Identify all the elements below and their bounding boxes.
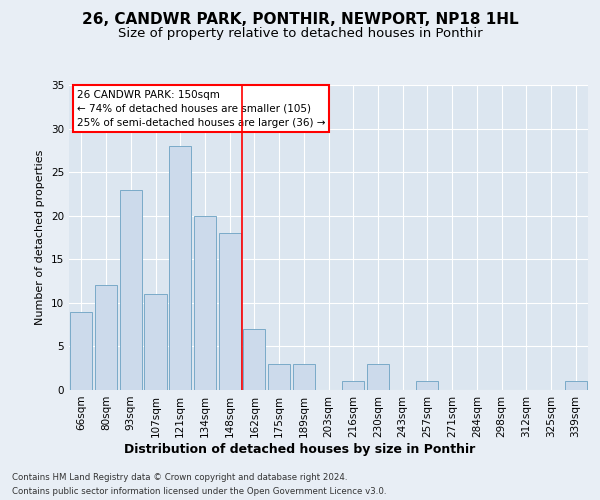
Bar: [268, 364, 290, 390]
Bar: [218, 233, 241, 390]
Bar: [367, 364, 389, 390]
Text: 26 CANDWR PARK: 150sqm
← 74% of detached houses are smaller (105)
25% of semi-de: 26 CANDWR PARK: 150sqm ← 74% of detached…: [77, 90, 325, 128]
Bar: [243, 329, 265, 390]
Bar: [194, 216, 216, 390]
Bar: [70, 312, 92, 390]
Bar: [342, 382, 364, 390]
Text: Contains public sector information licensed under the Open Government Licence v3: Contains public sector information licen…: [12, 488, 386, 496]
Bar: [119, 190, 142, 390]
Bar: [416, 382, 439, 390]
Bar: [293, 364, 315, 390]
Bar: [565, 382, 587, 390]
Bar: [169, 146, 191, 390]
Text: Size of property relative to detached houses in Ponthir: Size of property relative to detached ho…: [118, 28, 482, 40]
Text: Contains HM Land Registry data © Crown copyright and database right 2024.: Contains HM Land Registry data © Crown c…: [12, 472, 347, 482]
Text: Distribution of detached houses by size in Ponthir: Distribution of detached houses by size …: [124, 442, 476, 456]
Text: 26, CANDWR PARK, PONTHIR, NEWPORT, NP18 1HL: 26, CANDWR PARK, PONTHIR, NEWPORT, NP18 …: [82, 12, 518, 28]
Y-axis label: Number of detached properties: Number of detached properties: [35, 150, 46, 325]
Bar: [95, 286, 117, 390]
Bar: [145, 294, 167, 390]
